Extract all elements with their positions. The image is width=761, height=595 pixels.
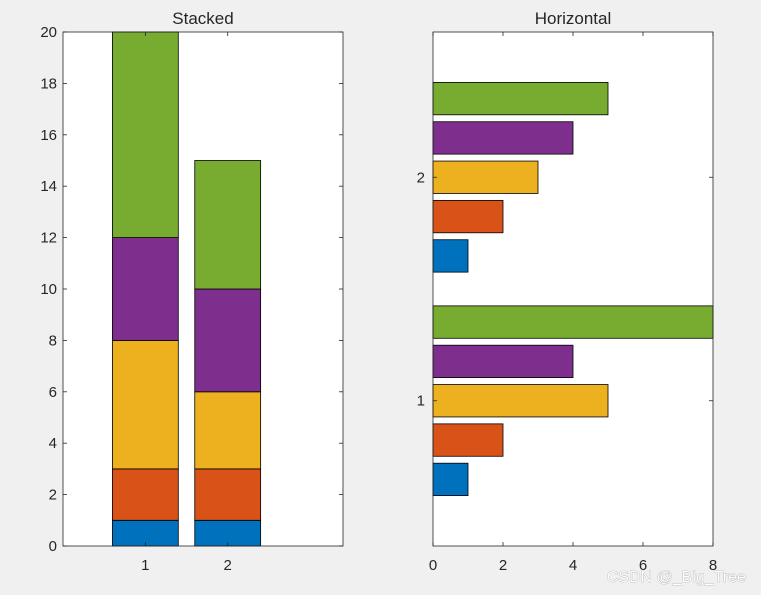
stacked-bar-cat1-series2 — [112, 468, 179, 521]
stacked-ytick-label: 16 — [40, 127, 57, 144]
horizontal-title: Horizontal — [535, 9, 612, 28]
stacked-ytick-label: 18 — [40, 75, 57, 92]
horizontal-xtick-label: 8 — [709, 557, 717, 574]
stacked-xtick-label: 2 — [224, 557, 232, 574]
horizontal-ticks: 0 2 4 6 8 1 2 — [417, 32, 717, 574]
horizontal-ytick-label: 2 — [417, 169, 425, 186]
horizontal-bar-cat1-series4 — [432, 344, 574, 379]
stacked-ytick-label: 8 — [49, 332, 57, 349]
horizontal-bar-cat1-series2 — [432, 423, 504, 457]
horizontal-bars — [432, 81, 714, 497]
stacked-bar-cat1-series5 — [112, 31, 179, 239]
stacked-bar-cat2-series5 — [194, 160, 262, 290]
horizontal-plot-area — [433, 32, 713, 546]
horizontal-axes: 0 2 4 6 8 1 2 Horizontal — [417, 9, 718, 574]
horizontal-xtick-label: 0 — [429, 557, 437, 574]
stacked-bar-cat1-series1 — [112, 519, 179, 547]
stacked-bar-cat1-series3 — [112, 339, 179, 470]
stacked-ytick-label: 12 — [40, 230, 57, 247]
horizontal-bar-cat2-series1 — [432, 239, 469, 273]
horizontal-xtick-label: 6 — [639, 557, 647, 574]
horizontal-bar-cat1-series1 — [432, 462, 469, 497]
stacked-ytick-label: 20 — [40, 24, 57, 41]
stacked-bar-cat2-series4 — [194, 288, 262, 393]
horizontal-bar-cat2-series3 — [432, 160, 539, 194]
stacked-xtick-label: 1 — [141, 557, 149, 574]
horizontal-bar-cat1-series3 — [432, 384, 609, 418]
horizontal-bar-cat1-series5 — [432, 305, 714, 339]
horizontal-bar-cat2-series2 — [432, 199, 504, 234]
stacked-bar-cat1-series4 — [112, 237, 179, 341]
stacked-ytick-label: 6 — [49, 384, 57, 401]
stacked-bar-cat2-series2 — [194, 468, 262, 521]
stacked-ytick-label: 4 — [49, 435, 57, 452]
stacked-ytick-label: 14 — [40, 178, 57, 195]
stacked-title: Stacked — [172, 9, 233, 28]
horizontal-bar-cat2-series5 — [432, 81, 609, 116]
stacked-ytick-label: 0 — [49, 538, 57, 555]
horizontal-xtick-label: 2 — [499, 557, 507, 574]
stacked-bar-cat2-series3 — [194, 391, 262, 470]
horizontal-bar-cat2-series4 — [432, 121, 574, 155]
stacked-bars — [112, 31, 262, 547]
horizontal-ytick-label: 1 — [417, 393, 425, 410]
horizontal-xtick-label: 4 — [569, 557, 577, 574]
stacked-ytick-label: 10 — [40, 281, 57, 298]
watermark: CSDN @_Big_Tree — [607, 569, 746, 586]
stacked-ytick-label: 2 — [49, 487, 57, 504]
